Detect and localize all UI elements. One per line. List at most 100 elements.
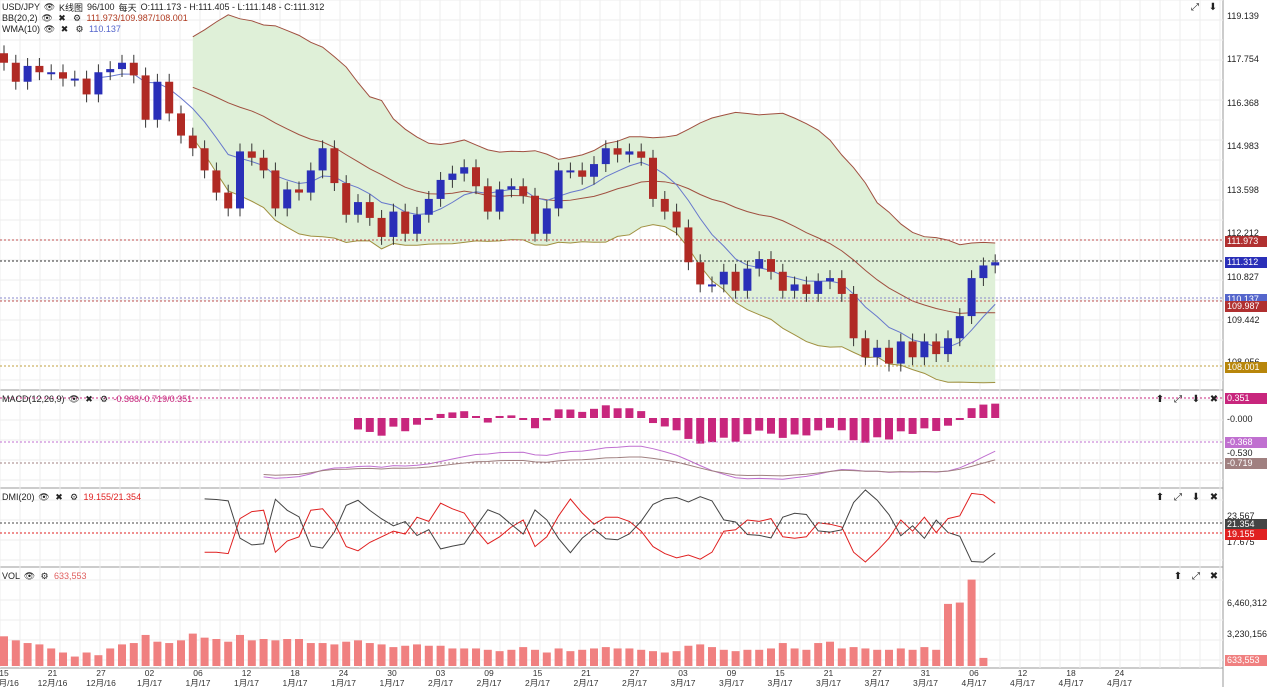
candle: [637, 151, 646, 158]
volume-bar: [295, 639, 303, 666]
volume-bar: [696, 644, 705, 666]
eye-icon[interactable]: 👁: [43, 23, 56, 34]
volume-bar: [236, 634, 244, 666]
volume-bar: [826, 641, 834, 666]
gear-icon[interactable]: ⚙: [75, 23, 84, 34]
eye-icon[interactable]: 👁: [23, 570, 36, 581]
candle: [23, 65, 32, 82]
close-icon[interactable]: ✖: [85, 393, 93, 404]
dmi-minus-line: [204, 489, 996, 563]
up-arrow-icon[interactable]: ⬆: [1173, 570, 1183, 582]
down-arrow-icon[interactable]: ⬇: [1191, 491, 1201, 503]
candle: [495, 189, 504, 212]
close-icon[interactable]: ✖: [1209, 393, 1219, 405]
y-tick: 113.598: [1227, 185, 1259, 195]
volume-bar: [306, 643, 315, 666]
candle: [342, 183, 351, 215]
gear-icon[interactable]: ⚙: [69, 491, 79, 502]
x-tick-month: 1月/17: [185, 678, 211, 688]
x-tick-day: 31: [920, 668, 931, 678]
macd-header: MACD(12,26,9) 👁 ✖ ⚙ -0.368/-0.719/0.351: [2, 393, 192, 405]
volume-bar: [177, 640, 185, 666]
vol-value: 633,553: [54, 571, 87, 581]
gear-icon[interactable]: ⚙: [40, 570, 49, 581]
up-arrow-icon[interactable]: ⬆: [1155, 491, 1165, 503]
candle: [991, 262, 1000, 266]
macd-histogram-bar: [767, 418, 775, 434]
macd-histogram-bar: [542, 418, 551, 421]
bb-mid-tag: 109.987: [1225, 301, 1267, 312]
candle: [224, 192, 233, 209]
volume-bar: [330, 644, 339, 666]
candle: [188, 135, 197, 149]
close-icon[interactable]: ✖: [58, 12, 66, 23]
y-tick: 3,230,156: [1227, 629, 1268, 639]
down-arrow-icon[interactable]: ⬇: [1191, 393, 1201, 405]
volume-bar: [129, 643, 138, 666]
up-arrow-icon[interactable]: ⬆: [1155, 393, 1165, 405]
macd-histogram-bar: [377, 418, 386, 436]
bb-header: BB(20,2) 👁 ✖ ⚙ 111.973/109.987/108.001: [2, 12, 188, 24]
close-icon[interactable]: ✖: [1209, 570, 1219, 582]
candle: [0, 53, 8, 63]
y-tick: 109.442: [1227, 315, 1260, 325]
candle: [424, 198, 433, 215]
close-icon[interactable]: ✖: [1209, 491, 1219, 503]
volume-bar: [778, 643, 787, 666]
volume-bar: [23, 643, 32, 666]
expand-icon[interactable]: ⤢: [1174, 491, 1182, 503]
macd-histogram-bar: [389, 418, 398, 427]
candle: [660, 198, 669, 212]
x-tick-day: 24: [338, 668, 349, 678]
x-tick-month: 12月/16: [86, 678, 116, 688]
gear-icon[interactable]: ⚙: [99, 393, 109, 404]
macd-controls: ⬆ ⤢ ⬇ ✖: [1154, 393, 1220, 405]
volume-bar: [743, 649, 752, 666]
volume-bar: [542, 652, 551, 666]
y-tick: 17.675: [1227, 537, 1255, 547]
volume-bar: [861, 648, 870, 666]
candle: [684, 227, 693, 263]
volume-bar: [365, 643, 374, 666]
y-tick: 116.368: [1227, 98, 1259, 108]
macd-histogram-bar: [684, 418, 693, 439]
macd-histogram-bar: [566, 409, 575, 418]
volume-bar: [483, 649, 492, 666]
candle: [483, 186, 492, 212]
volume-bar: [955, 602, 964, 666]
expand-icon[interactable]: ⤢: [1192, 570, 1200, 582]
x-tick-day: 02: [144, 668, 155, 678]
x-tick-day: 12: [241, 668, 252, 678]
macd-signal-line: [263, 456, 996, 477]
gear-icon[interactable]: ⚙: [72, 12, 82, 23]
down-arrow-icon[interactable]: ⬇: [1208, 1, 1218, 13]
volume-bar: [342, 641, 351, 666]
close-icon[interactable]: ✖: [55, 491, 63, 502]
volume-bar: [141, 634, 150, 666]
eye-icon[interactable]: 👁: [38, 491, 50, 502]
x-tick-month: 1月/17: [282, 678, 308, 688]
macd-histogram-bar: [743, 418, 752, 435]
x-tick-day: 21: [823, 668, 834, 678]
macd-histogram-bar: [790, 418, 799, 435]
close-icon[interactable]: ✖: [60, 23, 69, 34]
expand-icon[interactable]: ⤢: [1174, 393, 1182, 405]
x-tick-day: 21: [47, 668, 58, 678]
eye-icon[interactable]: 👁: [41, 12, 53, 23]
candle: [141, 75, 150, 120]
candle: [177, 113, 185, 136]
expand-icon[interactable]: ⤢: [1191, 1, 1199, 13]
candle: [436, 179, 445, 199]
candle: [885, 347, 893, 364]
x-tick-month: 3月/17: [815, 678, 842, 688]
macd-histogram-bar: [649, 418, 657, 424]
candle: [837, 278, 846, 294]
volume-bar: [59, 652, 67, 666]
eye-icon[interactable]: 👁: [68, 393, 80, 404]
eye-icon[interactable]: 👁: [43, 1, 56, 12]
candle: [625, 151, 634, 155]
macd-histogram-bar: [755, 418, 764, 431]
dmi-values: 19.155/21.354: [83, 492, 142, 502]
dmi-label: DMI(20): [2, 492, 35, 502]
